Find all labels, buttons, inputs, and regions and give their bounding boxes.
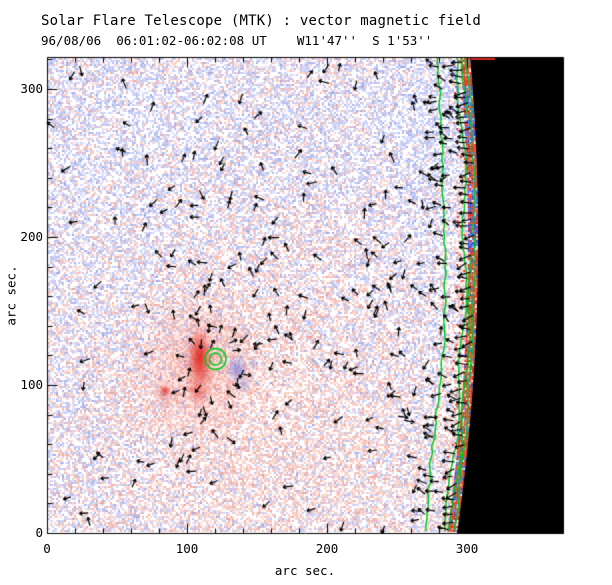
x-tick-label: 100	[175, 541, 199, 556]
x-tick-label: 0	[43, 541, 51, 556]
plot-subtitle-date-pointing: 96/08/06 06:01:02-06:02:08 UT W11'47'' S…	[41, 33, 433, 48]
y-axis-title: arc sec.	[3, 265, 19, 326]
y-tick-label: 100	[20, 377, 43, 392]
plot-title: Solar Flare Telescope (MTK) : vector mag…	[41, 13, 482, 29]
x-tick-label: 300	[455, 541, 479, 556]
x-axis-title: arc sec.	[274, 563, 336, 578]
y-tick-label: 0	[35, 525, 43, 540]
y-tick-label: 300	[20, 81, 43, 96]
y-tick-label: 200	[20, 229, 43, 244]
x-tick-label: 200	[315, 541, 339, 556]
